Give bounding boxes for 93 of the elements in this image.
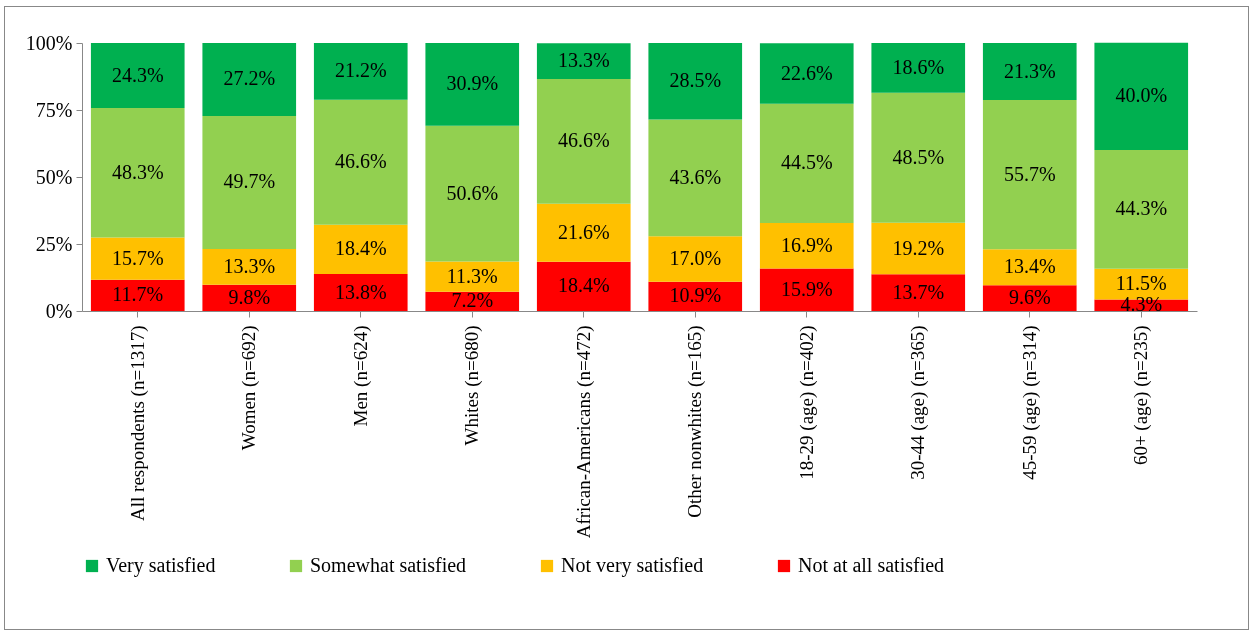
bar [313, 274, 408, 311]
bar [982, 249, 1077, 286]
bar [648, 119, 743, 237]
data-label: 4.3% [1120, 293, 1163, 316]
data-label: 21.3% [1003, 59, 1056, 82]
bar [871, 43, 966, 93]
bar [90, 43, 185, 109]
bar [313, 43, 408, 100]
legend-label: Not at all satisfied [798, 554, 945, 576]
bar [425, 125, 520, 262]
bar [313, 224, 408, 275]
bar [759, 43, 854, 104]
bar [202, 249, 297, 285]
bar [871, 274, 966, 311]
bar [425, 43, 520, 126]
y-tick-label: 25% [35, 232, 73, 255]
bar [536, 78, 631, 204]
data-label: 13.4% [1003, 255, 1056, 278]
bar [536, 43, 631, 79]
bar [982, 100, 1077, 250]
data-label: 22.6% [780, 61, 833, 84]
bar [759, 268, 854, 311]
data-label: 16.9% [780, 233, 833, 256]
data-label: 13.3% [223, 254, 276, 277]
x-tick-label: All respondents (n=1317) [126, 325, 149, 521]
data-label: 28.5% [669, 69, 722, 92]
data-label: 17.0% [669, 247, 722, 270]
data-label: 19.2% [892, 236, 945, 259]
data-label: 11.7% [112, 283, 164, 306]
x-tick-label: Whites (n=680) [461, 325, 484, 446]
data-label: 13.7% [892, 280, 945, 303]
bar [759, 103, 854, 224]
bar [648, 236, 743, 282]
x-tick-label: 60+ (age) (n=235) [1130, 325, 1153, 466]
data-label: 40.0% [1115, 84, 1168, 107]
x-tick-label: 45-59 (age) (n=314) [1018, 325, 1041, 480]
x-tick-label: Women (n=692) [238, 325, 261, 451]
data-label: 9.8% [228, 285, 271, 308]
data-label: 9.6% [1008, 286, 1051, 309]
data-label: 44.3% [1115, 197, 1168, 220]
data-label: 24.3% [111, 63, 164, 86]
bar [1094, 42, 1189, 150]
data-label: 27.2% [223, 67, 276, 90]
y-tick-label: 0% [45, 299, 73, 322]
bar [202, 115, 297, 250]
data-label: 21.2% [334, 59, 387, 82]
x-tick-label: Other nonwhites (n=165) [684, 325, 707, 518]
data-label: 49.7% [223, 170, 276, 193]
bar [313, 99, 408, 225]
data-label: 11.5% [1115, 272, 1167, 295]
data-label: 18.6% [892, 55, 945, 78]
x-tick-label: 30-44 (age) (n=365) [907, 325, 930, 480]
data-label: 11.3% [446, 264, 498, 287]
bar [982, 43, 1077, 101]
data-label: 13.8% [334, 280, 387, 303]
legend-label: Not very satisfied [561, 554, 704, 577]
bar [536, 261, 631, 311]
data-label: 48.5% [892, 145, 945, 168]
bar [90, 108, 185, 238]
x-tick-label: African-Americans (n=472) [572, 325, 595, 539]
bar [871, 92, 966, 223]
bar [759, 223, 854, 269]
data-label: 43.6% [669, 165, 722, 188]
bar [425, 261, 520, 292]
x-tick-label: 18-29 (age) (n=402) [795, 325, 818, 480]
y-tick-label: 50% [35, 165, 73, 188]
data-label: 18.4% [557, 274, 610, 297]
data-label: 46.6% [334, 150, 387, 173]
data-label: 48.3% [111, 160, 164, 183]
data-label: 44.5% [780, 151, 833, 174]
bar [90, 237, 185, 280]
data-label: 10.9% [669, 284, 722, 307]
data-label: 13.3% [557, 49, 610, 72]
x-tick-label: Men (n=624) [349, 325, 372, 427]
bar [1094, 149, 1189, 269]
bar [648, 43, 743, 120]
data-label: 15.7% [111, 246, 164, 269]
data-label: 15.9% [780, 277, 833, 300]
data-label: 21.6% [557, 220, 610, 243]
legend-label: Somewhat satisfied [310, 554, 467, 576]
data-label: 55.7% [1003, 162, 1056, 185]
y-tick-label: 75% [35, 98, 73, 121]
bar [202, 43, 297, 116]
data-label: 18.4% [334, 237, 387, 260]
y-tick-label: 100% [25, 31, 73, 54]
legend-label: Very satisfied [106, 554, 216, 577]
bar [90, 279, 185, 311]
bar [536, 203, 631, 262]
data-label: 50.6% [446, 181, 499, 204]
bar [871, 222, 966, 275]
data-label: 30.9% [446, 72, 499, 95]
data-label: 46.6% [557, 129, 610, 152]
data-label: 7.2% [451, 289, 494, 312]
